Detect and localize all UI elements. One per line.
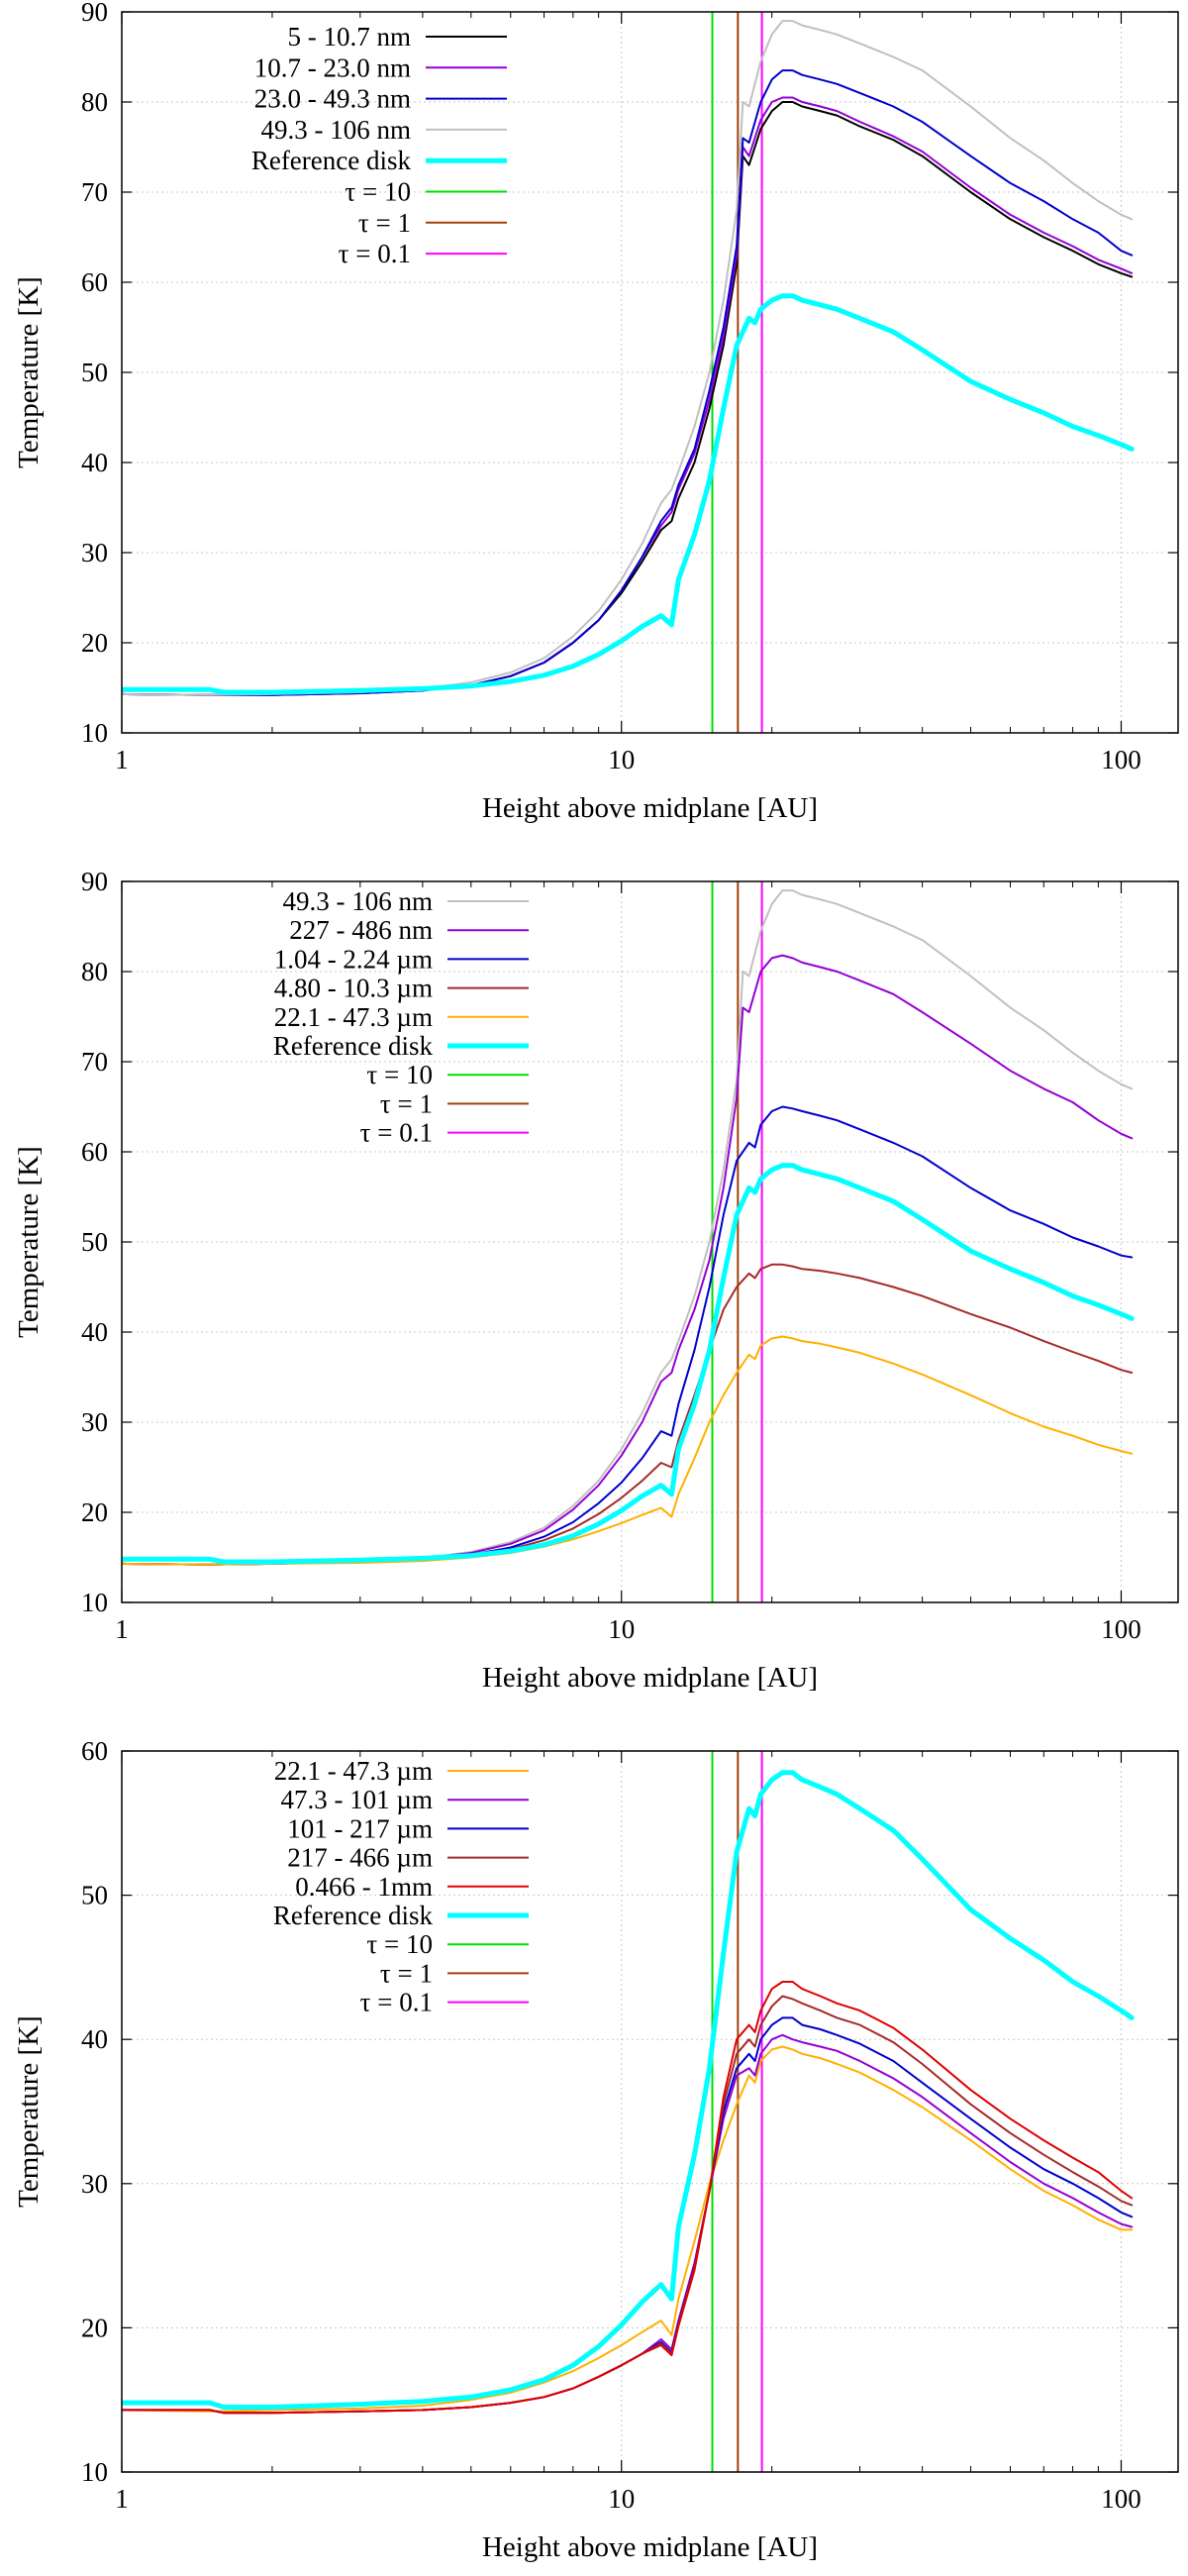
chart-3-xlabel: Height above midplane [AU]	[482, 2531, 818, 2563]
chart-1-legend-reference-disk-label: Reference disk	[251, 146, 412, 175]
chart-1-ytick-label: 10	[81, 718, 108, 748]
chart-2-series-reference-disk-line	[122, 1163, 1135, 1565]
chart-2-ytick-label: 70	[81, 1047, 108, 1077]
chart-3-series-22-1-47-3-m-line	[122, 2045, 1134, 2413]
chart-2-legend-49-3-106-nm-label: 49.3 - 106 nm	[283, 886, 434, 916]
chart-3-ytick-label: 60	[81, 1736, 108, 1766]
chart-2-legend--0-1-label: τ = 0.1	[360, 1118, 433, 1148]
chart-1-ytick-label: 40	[81, 448, 108, 477]
chart-1-ylabel: Temperature [K]	[13, 276, 45, 468]
chart-3-xtick-label: 100	[1101, 2484, 1141, 2514]
chart-3-ytick-label: 10	[81, 2457, 108, 2487]
chart-2-series-227-486-nm-line	[122, 954, 1134, 1566]
chart-2-legend-4-80-10-3-m-label: 4.80 - 10.3 µm	[274, 974, 433, 1003]
chart-1-ytick-label: 60	[81, 267, 108, 297]
chart-2-legend--1-label: τ = 1	[380, 1088, 433, 1118]
chart-2-ylabel: Temperature [K]	[13, 1146, 45, 1338]
chart-1-ytick-label: 50	[81, 358, 108, 387]
chart-1-xtick-label: 1	[115, 745, 129, 774]
chart-2-xtick-label: 100	[1101, 1614, 1141, 1644]
chart-2-legend-22-1-47-3-m-label: 22.1 - 47.3 µm	[274, 1002, 433, 1032]
chart-3-legend-47-3-101-m-label: 47.3 - 101 µm	[280, 1785, 433, 1814]
chart-3-legend-0-466-1mm-label: 0.466 - 1mm	[295, 1872, 433, 1902]
chart-3-legend-reference-disk-label: Reference disk	[273, 1901, 434, 1930]
chart-2-ytick-label: 80	[81, 957, 108, 986]
chart-3-legend-22-1-47-3-m-label: 22.1 - 47.3 µm	[274, 1756, 433, 1786]
chart-2-ytick-label: 30	[81, 1407, 108, 1437]
chart-3-xtick-label: 1	[115, 2484, 129, 2514]
chart-3-xtick-label: 10	[608, 2484, 635, 2514]
chart-1-legend--1-label: τ = 1	[358, 208, 411, 238]
chart-3-ytick-label: 20	[81, 2313, 108, 2342]
chart-1-ytick-label: 20	[81, 628, 108, 658]
chart-3-series-0-466-1mm-line	[122, 1981, 1134, 2415]
chart-2-ytick-label: 20	[81, 1497, 108, 1527]
chart-3-legend-101-217-m-label: 101 - 217 µm	[287, 1813, 433, 1843]
chart-3-ytick-label: 30	[81, 2169, 108, 2199]
chart-1-xlabel: Height above midplane [AU]	[482, 792, 818, 824]
chart-2-ytick-label: 40	[81, 1317, 108, 1347]
chart-3-series-reference-disk-line	[122, 1770, 1135, 2410]
chart-2-series-1-04-2-24-m-line	[122, 1105, 1134, 1566]
chart-1-ytick-label: 70	[81, 177, 108, 207]
chart-2-series-group	[122, 881, 1135, 1602]
chart-1-legend-10-7-23-0-nm-label: 10.7 - 23.0 nm	[254, 52, 411, 82]
chart-1-ytick-label: 90	[81, 0, 108, 27]
chart-3-legend--10-label: τ = 10	[366, 1929, 433, 1959]
chart-1-legend-23-0-49-3-nm-label: 23.0 - 49.3 nm	[254, 84, 411, 114]
chart-2-legend-227-486-nm-label: 227 - 486 nm	[289, 915, 433, 945]
chart-2-ytick-label: 10	[81, 1588, 108, 1617]
chart-2-xtick-label: 1	[115, 1614, 129, 1644]
chart-2-legend--10-label: τ = 10	[366, 1060, 433, 1089]
chart-3-legend--0-1-label: τ = 0.1	[360, 1988, 433, 2017]
chart-3-ytick-label: 50	[81, 1881, 108, 1910]
chart-2-series-49-3-106-nm-line	[122, 889, 1134, 1566]
chart-2-xlabel: Height above midplane [AU]	[482, 1662, 818, 1694]
chart-1-legend-5-10-7-nm-label: 5 - 10.7 nm	[288, 22, 412, 52]
chart-3-series-group	[122, 1751, 1135, 2472]
chart-1-series-23-0-49-3-nm-line	[122, 69, 1134, 696]
chart-1-legend--10-label: τ = 10	[345, 177, 411, 207]
chart-2-legend-reference-disk-label: Reference disk	[273, 1031, 434, 1061]
chart-1-series-reference-disk-line	[122, 293, 1135, 695]
chart-2-ytick-label: 60	[81, 1137, 108, 1167]
chart-2-legend-1-04-2-24-m-label: 1.04 - 2.24 µm	[274, 944, 433, 974]
chart-2-ytick-label: 90	[81, 867, 108, 896]
chart-1-xtick-label: 10	[608, 745, 635, 774]
chart-2-xtick-label: 10	[608, 1614, 635, 1644]
chart-3-legend--1-label: τ = 1	[380, 1958, 433, 1988]
chart-3-ytick-label: 40	[81, 2024, 108, 2054]
chart-3-legend-217-466-m-label: 217 - 466 µm	[287, 1843, 433, 1873]
chart-1-ytick-label: 30	[81, 538, 108, 567]
chart-1-series-group	[122, 12, 1135, 733]
chart-1-legend-49-3-106-nm-label: 49.3 - 106 nm	[261, 115, 412, 145]
chart-1-ytick-label: 80	[81, 87, 108, 117]
chart-1-series-49-3-106-nm-line	[122, 20, 1134, 696]
chart-1-legend--0-1-label: τ = 0.1	[339, 239, 411, 268]
chart-3-frame	[121, 1750, 1179, 2473]
chart-1-xtick-label: 100	[1101, 745, 1141, 774]
chart-3-ylabel: Temperature [K]	[13, 2015, 45, 2208]
chart-2-ytick-label: 50	[81, 1227, 108, 1257]
